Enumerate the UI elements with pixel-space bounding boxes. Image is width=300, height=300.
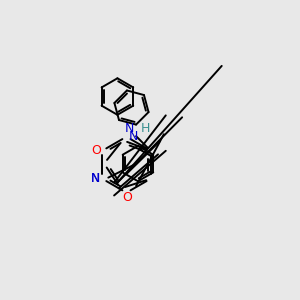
Text: O: O — [92, 144, 102, 157]
Text: N: N — [129, 130, 138, 143]
Text: N: N — [125, 122, 135, 135]
Text: N: N — [91, 172, 100, 185]
Text: N: N — [91, 172, 100, 185]
Text: H: H — [141, 122, 151, 135]
Text: O: O — [122, 191, 132, 204]
